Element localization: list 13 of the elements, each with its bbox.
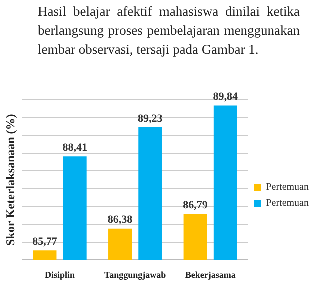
data-label: 85,77: [32, 236, 58, 248]
y-axis-title: Skor Keterlaksanaan (%): [3, 114, 18, 246]
data-label: 89,84: [213, 91, 239, 104]
x-tick-label: Disiplin: [45, 270, 76, 280]
data-label: 88,41: [62, 142, 88, 154]
data-label: 86,79: [183, 200, 208, 212]
x-tick-label: Bekerjasama: [185, 270, 236, 280]
legend-label: Pertemuan: [266, 198, 309, 210]
text: Hasil belajar afektif mahasiswa dinilai ketika berlangsung proses pembelajaran menggunakan lembar observasi, tersaji pada Gambar 1.: [38, 3, 300, 59]
data-label: 86,38: [108, 214, 134, 226]
legend-label: Pertemuan: [266, 182, 309, 194]
data-label: 89,23: [138, 112, 164, 125]
x-tick-label: Tanggungjawab: [104, 270, 166, 280]
